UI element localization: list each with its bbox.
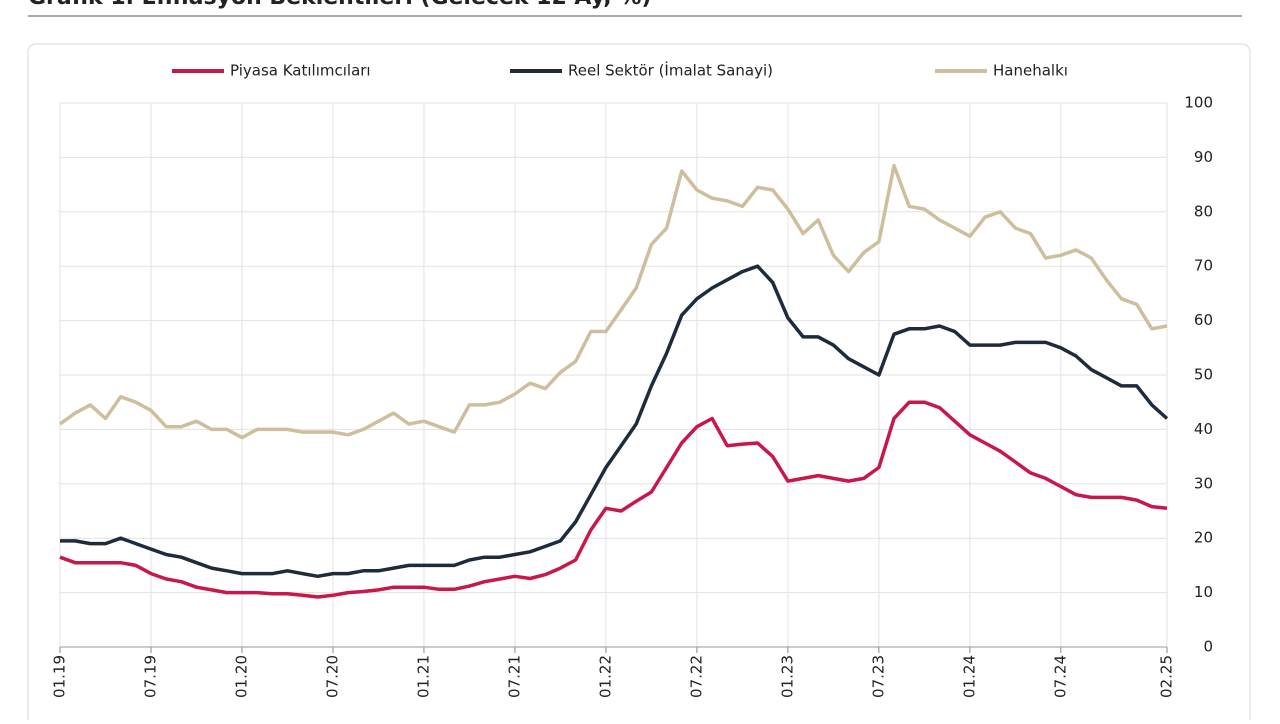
- legend-label: Piyasa Katılımcıları: [230, 62, 371, 80]
- y-tick-label: 10: [1194, 583, 1213, 601]
- x-tick-label: 02.25: [1158, 655, 1176, 698]
- legend-label: Hanehalkı: [993, 62, 1068, 80]
- x-tick-label: 01.19: [51, 655, 69, 698]
- x-tick-label: 01.20: [232, 655, 250, 698]
- chart-title: Grafik 1. Enflasyon Beklentileri (Gelece…: [28, 0, 651, 10]
- y-tick-label: 60: [1194, 311, 1213, 329]
- x-tick-label: 07.23: [869, 655, 887, 698]
- y-tick-label: 40: [1194, 420, 1213, 438]
- y-tick-label: 0: [1203, 638, 1213, 656]
- y-tick-label: 90: [1194, 148, 1213, 166]
- y-tick-label: 50: [1194, 366, 1213, 384]
- y-tick-label: 80: [1194, 202, 1213, 220]
- y-tick-label: 100: [1184, 94, 1213, 112]
- x-tick-label: 07.24: [1051, 655, 1069, 698]
- x-tick-label: 07.20: [323, 655, 341, 698]
- legend-label: Reel Sektör (İmalat Sanayi): [568, 61, 773, 80]
- series-line: [58, 163, 1168, 440]
- y-tick-label: 70: [1194, 257, 1213, 275]
- series-line: [60, 264, 1169, 579]
- y-tick-label: 20: [1194, 529, 1213, 547]
- x-tick-label: 07.19: [141, 655, 159, 698]
- x-tick-label: 01.23: [778, 655, 796, 698]
- chart-frame: [27, 43, 1251, 724]
- x-tick-label: 07.21: [505, 655, 523, 698]
- x-tick-label: 01.21: [414, 655, 432, 698]
- series-line: [59, 400, 1168, 599]
- y-tick-label: 30: [1194, 474, 1213, 492]
- x-tick-label: 01.22: [596, 655, 614, 698]
- x-tick-label: 07.22: [687, 655, 705, 698]
- x-tick-label: 01.24: [960, 655, 978, 698]
